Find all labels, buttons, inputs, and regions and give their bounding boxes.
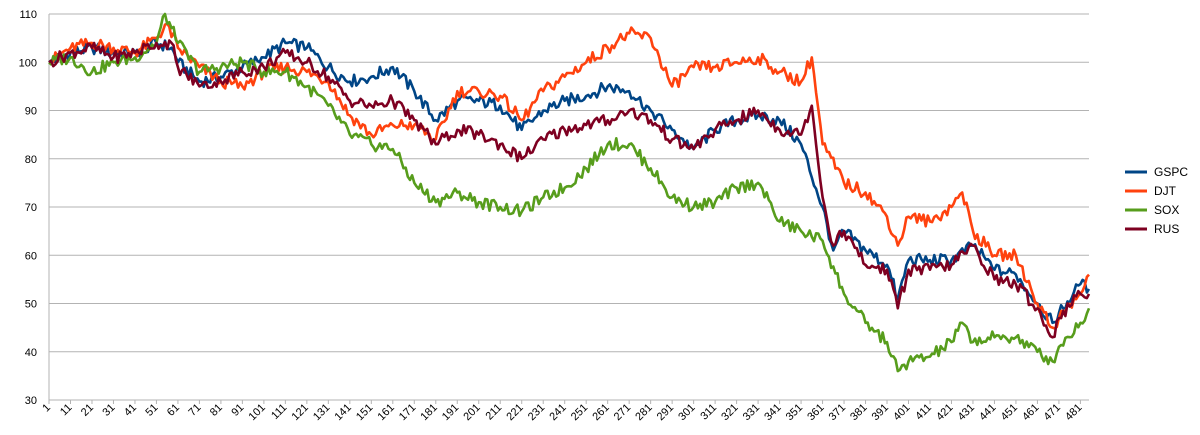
x-tick-label: 261 xyxy=(590,402,611,423)
x-tick-label: 341 xyxy=(762,402,783,423)
y-tick-label: 70 xyxy=(25,202,37,214)
y-tick-label: 50 xyxy=(25,299,37,311)
x-tick-label: 411 xyxy=(913,402,934,423)
legend-label-djt: DJT xyxy=(1154,184,1177,198)
y-tick-label: 60 xyxy=(25,250,37,262)
x-tick-label: 371 xyxy=(827,402,848,423)
x-tick-label: 71 xyxy=(186,402,203,419)
x-tick-label: 481 xyxy=(1063,402,1084,423)
x-tick-label: 331 xyxy=(741,402,762,423)
x-tick-label: 111 xyxy=(269,402,289,422)
y-tick-label: 80 xyxy=(25,154,37,166)
x-tick-label: 291 xyxy=(655,402,676,423)
x-tick-label: 21 xyxy=(79,402,96,419)
x-tick-label: 321 xyxy=(719,402,740,423)
series-line-rus xyxy=(48,39,1091,339)
x-tick-label: 251 xyxy=(569,402,590,423)
x-tick-label: 151 xyxy=(354,402,375,423)
x-tick-label: 101 xyxy=(247,402,268,423)
series-lines xyxy=(48,12,1091,373)
x-tick-label: 191 xyxy=(440,402,461,423)
series-line-sox xyxy=(48,12,1091,373)
x-tick-label: 161 xyxy=(375,402,396,423)
x-tick-label: 171 xyxy=(397,402,418,423)
x-tick-label: 211 xyxy=(483,402,504,423)
gridlines xyxy=(48,13,1089,404)
legend: GSPC DJT SOX RUS xyxy=(1125,165,1188,236)
y-tick-label: 90 xyxy=(25,106,37,118)
x-tick-label: 121 xyxy=(290,402,311,423)
x-axis-tick-labels: 1 11 21 31 41 51 61 71 81 91 101 111 121 131 141 151 161… xyxy=(40,402,1084,423)
x-tick-label: 391 xyxy=(870,402,891,423)
x-tick-label: 141 xyxy=(332,402,353,423)
x-tick-label: 281 xyxy=(633,402,654,423)
series-line-djt xyxy=(48,22,1090,330)
legend-label-rus: RUS xyxy=(1154,222,1179,236)
x-tick-label: 181 xyxy=(418,402,439,423)
y-tick-label: 110 xyxy=(19,9,37,21)
x-tick-label: 421 xyxy=(934,402,955,423)
y-tick-label: 100 xyxy=(19,57,37,69)
x-tick-label: 271 xyxy=(612,402,633,423)
x-tick-label: 41 xyxy=(122,402,139,419)
y-axis-tick-labels: 30 40 50 60 70 80 90 100 110 xyxy=(19,9,37,407)
x-tick-label: 231 xyxy=(526,402,547,423)
x-tick-label: 311 xyxy=(698,402,719,423)
y-tick-label: 30 xyxy=(25,395,37,407)
legend-label-gspc: GSPC xyxy=(1154,165,1188,179)
x-tick-label: 81 xyxy=(208,402,225,419)
legend-label-sox: SOX xyxy=(1154,203,1179,217)
x-tick-label: 361 xyxy=(805,402,826,423)
x-tick-label: 91 xyxy=(229,402,246,419)
x-tick-label: 31 xyxy=(100,402,117,419)
x-tick-label: 131 xyxy=(311,402,332,423)
x-tick-label: 451 xyxy=(999,402,1020,423)
x-tick-label: 461 xyxy=(1020,402,1041,423)
x-tick-label: 301 xyxy=(676,402,697,423)
series-line-gspc xyxy=(48,37,1091,325)
x-tick-label: 61 xyxy=(165,402,182,419)
x-tick-label: 51 xyxy=(143,402,160,419)
x-tick-label: 431 xyxy=(956,402,977,423)
x-tick-label: 471 xyxy=(1042,402,1063,423)
x-tick-label: 11 xyxy=(58,402,75,419)
x-tick-label: 401 xyxy=(891,402,912,423)
x-tick-label: 381 xyxy=(848,402,869,423)
x-tick-label: 1 xyxy=(40,402,53,415)
y-tick-label: 40 xyxy=(25,347,37,359)
x-tick-label: 241 xyxy=(547,402,568,423)
x-tick-label: 441 xyxy=(977,402,998,423)
x-tick-label: 351 xyxy=(784,402,805,423)
x-tick-label: 201 xyxy=(461,402,482,423)
x-tick-label: 221 xyxy=(504,402,525,423)
